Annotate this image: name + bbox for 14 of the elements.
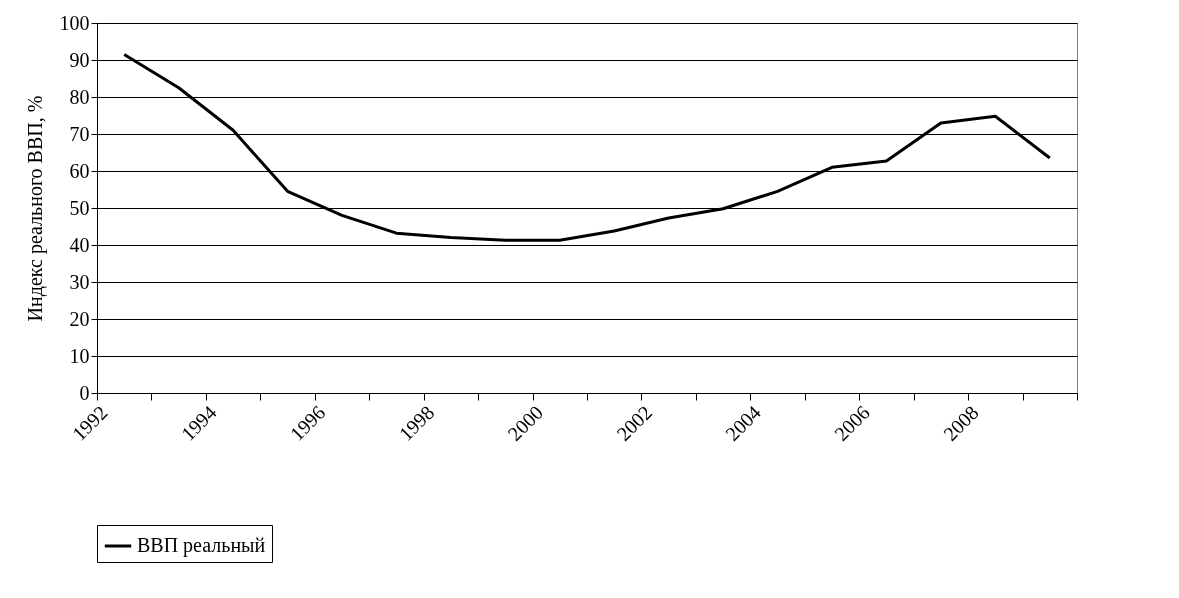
y-tick-label: 40	[69, 233, 90, 256]
x-tick-label: 1992	[67, 401, 112, 445]
y-tick-label: 30	[69, 270, 90, 293]
y-tick-label: 10	[69, 344, 90, 367]
y-tick-label: 0	[79, 381, 90, 404]
y-tick-label: 90	[69, 48, 90, 71]
y-tick-label: 80	[69, 85, 90, 108]
y-axis-title: Индекс реального ВВП, %	[23, 95, 47, 322]
y-tick-label: 100	[59, 11, 90, 34]
legend-label: ВВП реальный	[137, 534, 266, 557]
y-tick-label: 50	[69, 196, 90, 219]
y-tick-label: 60	[69, 159, 90, 182]
y-tick-label: 70	[69, 122, 90, 145]
y-tick-label: 20	[69, 307, 90, 330]
